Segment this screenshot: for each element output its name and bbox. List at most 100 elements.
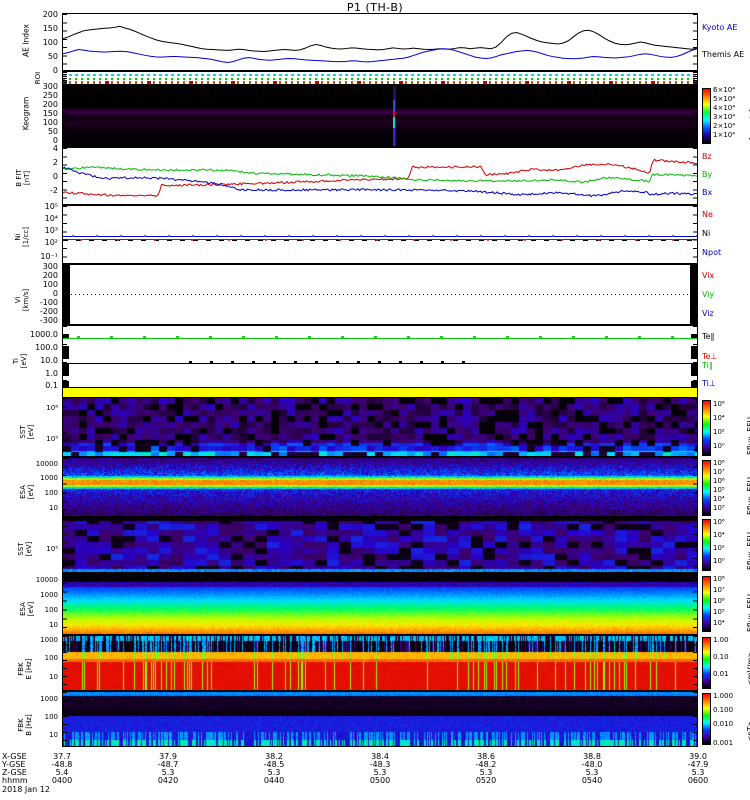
fbke-ytick-1: 100 <box>44 654 58 662</box>
legend-kyoto-ae: Kyoto AE <box>702 23 738 32</box>
panel-fbk-e <box>62 635 698 691</box>
esai-ytick-3: 10 <box>49 621 58 629</box>
bfit-series-bz <box>63 158 697 197</box>
legend-teperp: Te⊥ <box>702 352 718 361</box>
fbke-ytick-0: 1000 <box>40 636 58 644</box>
axis-tick-ygse-2: -48.5 <box>263 760 285 769</box>
ssti-ytick-0: 10⁵ <box>46 545 58 553</box>
axis-tick-ygse-6: -47.9 <box>687 760 709 769</box>
ae-ytick-3: 50 <box>47 52 58 61</box>
legend-by: By <box>702 170 713 179</box>
keo-cbtick-4: 2×10⁴ <box>713 122 736 130</box>
axis-tick-zgse-3: 5.3 <box>373 768 387 777</box>
panel-sst-electron <box>62 397 698 457</box>
esae-ytick-0: 10000 <box>35 460 58 468</box>
panel-ni-density <box>62 205 698 264</box>
sste-ylabel-text: SST [eV] <box>19 424 35 440</box>
vi-ytick-6: -300 <box>39 316 58 325</box>
sste-cbtick-2: 10² <box>713 428 725 436</box>
keogram-bright-streak-2 <box>395 86 396 146</box>
legend-tiperp: Ti⊥ <box>702 379 716 388</box>
keo-ytick-3: 150 <box>42 109 58 118</box>
bfit-series-bx <box>63 166 697 198</box>
keo-cbtick-3: 3×10⁴ <box>713 113 736 121</box>
bfit-ytick-3: -2 <box>50 186 58 195</box>
axis-tick-hhmm-6: 0600 <box>687 776 709 785</box>
ni-noise-red <box>63 239 697 241</box>
ae-ytick-4: 0 <box>52 66 58 75</box>
roi-cyan-row <box>63 74 697 76</box>
panel-ae-index <box>62 13 698 71</box>
vi-zero-line <box>63 294 697 295</box>
keo-cbtick-2: 4×10⁴ <box>713 104 736 112</box>
keo-ytick-2: 200 <box>42 100 58 109</box>
ssti-cbtick-1: 10⁴ <box>713 531 725 539</box>
fbkb-ytick-2: 10 <box>49 731 58 739</box>
esae-cbtick-5: 10³ <box>713 504 725 512</box>
ni-noise-blue <box>63 235 697 237</box>
panel-keogram-ylabel: Keogram <box>21 96 31 131</box>
esai-cbtick-0: 10⁸ <box>713 575 725 583</box>
fbkb-colorbar <box>702 693 711 745</box>
axis-tick-hhmm-1: 0420 <box>157 776 179 785</box>
ti-ytick-3: 1.0 <box>45 369 58 378</box>
axis-tick-ygse-5: -48.0 <box>581 760 603 769</box>
panel-roi <box>62 71 698 85</box>
sste-cbar-label: Eflux, EFU <box>746 417 750 455</box>
ni-ytick-1: 10⁴ <box>44 214 58 223</box>
ssti-ylabel-text: SST [eV] <box>17 541 33 557</box>
esai-colorbar <box>702 576 711 632</box>
fbke-colorbar <box>702 637 711 689</box>
axis-tick-xgse-5: 38.8 <box>583 752 601 761</box>
fbke-cbtick-2: 0.01 <box>713 670 729 678</box>
keo-ytick-0: 300 <box>42 82 58 91</box>
esae-cbar-label: Eflux, EFU <box>746 477 750 515</box>
legend-ni: Ni <box>702 229 711 238</box>
axis-row-label-2: Z-GSE <box>2 768 27 777</box>
legend-themis-ae: Themis AE <box>702 50 745 59</box>
ae-series-kyoto <box>63 25 697 53</box>
keogram-colorbar <box>702 88 711 144</box>
axis-tick-zgse-4: 5.3 <box>479 768 493 777</box>
axis-tick-zgse-0: 5.4 <box>55 768 69 777</box>
fbkb-cbar-label: <nT> <box>746 720 750 742</box>
esai-cbtick-2: 10⁶ <box>713 597 725 605</box>
vi-ytick-2: 100 <box>42 280 58 289</box>
ti-trace-black-wiggle <box>183 361 483 364</box>
legend-viz: Viz <box>702 309 714 318</box>
ni-ytick-3: 10² <box>44 238 58 247</box>
panel-fbkb-ylabel: FBK B [Hz] <box>17 704 33 746</box>
legend-vix: Vix <box>702 271 715 280</box>
ssti-colorbar <box>702 519 711 571</box>
legend-bz: Bz <box>702 152 712 161</box>
axis-tick-ygse-0: -48.8 <box>51 760 73 769</box>
esae-colorbar <box>702 460 711 516</box>
vi-ytick-4: -100 <box>39 298 58 307</box>
legend-bx: Bx <box>702 188 713 197</box>
keo-cbtick-0: 6×10⁴ <box>713 86 736 94</box>
esae-cbtick-4: 10⁴ <box>713 495 725 503</box>
fbke-ytick-2: 10 <box>49 673 58 681</box>
keo-ytick-5: 50 <box>47 127 58 136</box>
axis-row-label-3: hhmm <box>2 776 28 785</box>
ti-trace-green-wiggle <box>63 336 697 339</box>
esae-ytick-2: 100 <box>44 489 58 497</box>
axis-tick-ygse-4: -48.2 <box>475 760 497 769</box>
keo-ytick-4: 100 <box>42 118 58 127</box>
bfit-ytick-1: 2 <box>52 158 58 167</box>
axis-tick-hhmm-4: 0520 <box>475 776 497 785</box>
panel-esa-ion <box>62 573 698 635</box>
axis-tick-xgse-3: 38.4 <box>371 752 389 761</box>
fbke-cbar-label: <mV/m> <box>746 651 750 686</box>
vi-ytick-5: -200 <box>39 307 58 316</box>
ssti-cbar-label: Eflux, EFU <box>746 532 750 570</box>
esai-ytick-1: 1000 <box>40 591 58 599</box>
esai-cbar-label: Eflux, EFU <box>746 594 750 632</box>
sste-cbtick-0: 10⁶ <box>713 400 725 408</box>
panel-b-fit <box>62 147 698 205</box>
vi-ytick-3: 0 <box>52 289 58 298</box>
axis-tick-hhmm-2: 0440 <box>263 776 285 785</box>
axis-tick-hhmm-5: 0540 <box>581 776 603 785</box>
keo-ytick-1: 250 <box>42 91 58 100</box>
legend-ne: Ne <box>702 210 713 219</box>
